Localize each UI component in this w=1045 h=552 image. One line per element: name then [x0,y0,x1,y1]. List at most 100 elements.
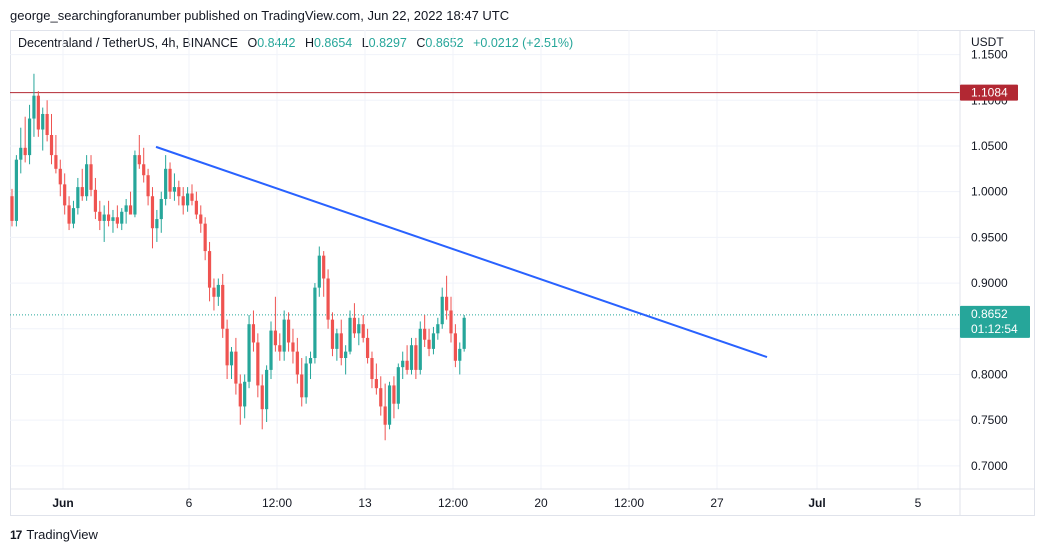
candle-57 [260,374,264,430]
candle-body [453,333,457,361]
close-label: C [416,36,426,50]
candle-body [418,328,422,370]
candle-26 [124,198,128,224]
candle-44 [203,217,207,261]
candle-79 [357,317,361,346]
candle-63 [286,312,291,352]
candle-body [133,155,137,215]
candle-body [45,113,49,135]
candle-29 [137,135,141,169]
candle-34 [159,191,163,233]
candle-45 [207,241,212,302]
chart-legend: Decentraland / TetherUS, 4h, BINANCE O 0.… [18,36,573,50]
candle-body [431,333,436,349]
chart-frame[interactable] [10,30,1035,516]
candle-67 [304,356,308,404]
candle-3 [23,116,27,163]
candle-40 [186,187,190,212]
candle-42 [194,191,198,220]
price-axis-ticks: 1.15001.10001.05001.00000.95000.90000.85… [971,48,1008,473]
candle-91 [409,337,414,375]
price-tick-0: 1.1500 [971,48,1008,62]
candle-body [80,187,84,197]
candle-102 [458,342,462,375]
candle-36 [168,162,172,199]
candle-body [181,196,185,206]
candle-body [67,205,71,224]
candle-body [396,367,400,404]
time-tick-5: 20 [534,496,548,510]
candle-body [225,328,229,366]
candle-93 [418,321,422,375]
candle-body [19,147,23,160]
candle-body [93,189,98,212]
bar-countdown-label: 01:12:54 [971,322,1018,336]
candle-body [401,360,405,368]
time-tick-7: 27 [710,496,724,510]
candle-body [317,255,321,288]
candle-body [150,196,155,229]
candle-18 [89,155,93,197]
candle-86 [387,381,392,430]
candle-body [32,95,36,119]
candle-body [414,345,418,370]
candle-17 [85,155,89,201]
candle-body [449,310,453,334]
candle-55 [251,310,256,352]
candle-61 [278,333,282,361]
candle-body [238,383,242,407]
tradingview-logo-icon: 17 [10,527,22,542]
time-tick-2: 12:00 [262,496,292,510]
symbol-title: Decentraland / TetherUS, 4h, BINANCE [18,36,239,50]
candle-body [142,164,146,176]
currency-label: USDT [971,35,1004,49]
candle-body [27,118,32,156]
candle-82 [370,351,374,389]
candle-body [405,360,409,370]
candle-body [85,164,89,197]
open-label: O [247,36,258,50]
candle-body [344,351,348,359]
candle-39 [181,187,185,215]
candle-body [352,317,357,334]
time-tick-1: 6 [186,496,193,510]
close-value: 0.8652 [425,36,464,50]
high-label: H [304,36,314,50]
candle-31 [146,168,150,206]
candle-24 [115,205,119,229]
candle-64 [291,328,295,364]
candle-54 [247,315,251,389]
candle-body [76,187,80,209]
price-tick-4: 0.9500 [971,230,1008,244]
candle-4 [27,104,32,165]
candle-88 [396,363,400,410]
candle-body [111,217,115,221]
candle-body [370,358,374,380]
candle-95 [427,328,431,357]
candle-19 [93,177,98,220]
candle-body [282,319,286,352]
candle-37 [172,173,177,201]
candle-62 [282,310,286,361]
candle-body [177,187,181,197]
candle-33 [155,209,159,242]
candle-body [115,217,119,224]
candle-27 [128,191,133,215]
candle-body [194,200,198,215]
candle-30 [142,147,146,183]
candle-47 [216,278,220,306]
candle-body [379,388,383,407]
candle-13 [67,196,71,231]
candle-body [383,406,387,425]
candle-body [445,296,449,311]
candle-body [221,284,225,329]
tradingview-logo[interactable]: 17 TradingView [10,527,98,542]
candle-body [286,319,291,343]
candle-body [440,296,444,325]
hline-price-label: 1.1084 [971,86,1008,100]
candle-51 [234,337,238,395]
candle-body [120,211,124,224]
candle-body [300,374,304,398]
candle-12 [63,173,67,215]
